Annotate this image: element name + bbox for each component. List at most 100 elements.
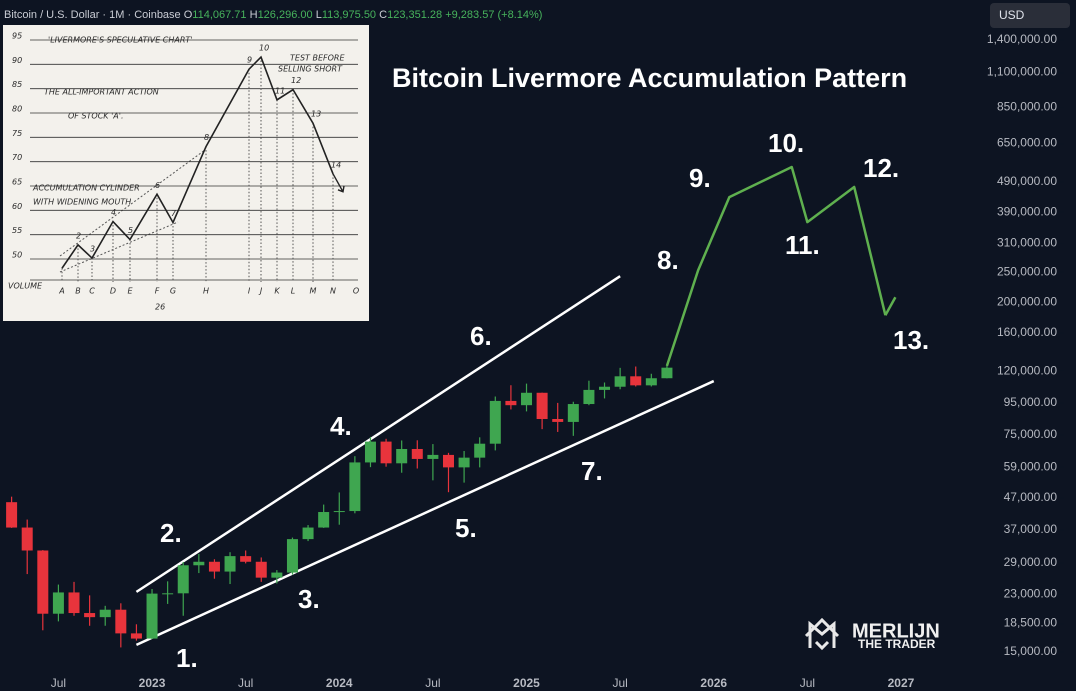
ohlc-value: 114,067.71: [192, 9, 246, 21]
y-tick-label: 200,000.00: [997, 295, 1057, 309]
annotation: 4.: [330, 411, 352, 441]
candle-body: [115, 609, 127, 634]
y-tick-label: 29,000.00: [1004, 555, 1058, 569]
y-tick-label: 23,000.00: [1004, 586, 1058, 600]
candle-body: [318, 512, 330, 528]
candle-body: [224, 556, 236, 572]
annotation: 11.: [785, 230, 820, 260]
projection-line: [665, 165, 887, 367]
plot-area: [6, 165, 897, 648]
ohlc-value: 126,296.00: [258, 9, 313, 21]
annotation: 2.: [160, 518, 182, 548]
candle-body: [177, 565, 189, 594]
candle-body: [84, 613, 96, 618]
inset-point-label: 4: [111, 208, 116, 217]
inset-x-label: H: [203, 287, 209, 296]
x-tick-label: Jul: [800, 676, 815, 690]
inset-cylinder: [59, 149, 206, 257]
candle-body: [255, 561, 267, 578]
candle-body: [52, 592, 64, 614]
ohlc-key: H: [250, 9, 258, 21]
candle-body: [661, 367, 673, 379]
y-tick-label: 37,000.00: [1004, 522, 1058, 536]
inset-text: OF STOCK 'A'.: [68, 112, 124, 121]
inset-x-label: I: [248, 287, 251, 296]
inset-y-label: 80: [12, 105, 22, 114]
symbol: Bitcoin / U.S. Dollar · 1M · Coinbase: [4, 9, 181, 21]
inset-y-label: 90: [12, 56, 22, 65]
inset-x-label: F: [155, 287, 160, 296]
annotation: 1.: [176, 643, 198, 673]
inset-y-label: 85: [12, 80, 22, 89]
annotation: 7.: [581, 456, 603, 486]
inset-point-label: 13: [311, 110, 321, 119]
inset-x-label: N: [330, 287, 336, 296]
inset-y-label: 50: [12, 251, 22, 260]
y-tick-label: 59,000.00: [1004, 459, 1058, 473]
candle-body: [333, 511, 345, 513]
inset-point-label: 14: [331, 160, 341, 169]
logo: [804, 617, 840, 651]
candle-body: [442, 454, 454, 468]
inset-y-label: 70: [12, 153, 22, 162]
trend-line: [135, 379, 715, 646]
inset-x-label: G: [170, 287, 176, 296]
x-tick-label: 2024: [326, 676, 353, 690]
inset-x-label: A: [58, 287, 64, 296]
candle-body: [6, 502, 18, 528]
candle-body: [162, 593, 174, 595]
inset-x-label: B: [75, 287, 81, 296]
candle-body: [536, 392, 548, 420]
annotations: 1. 2. 3. 4. 5. 6. 7. 8. 9. 10. 11. 12. 1…: [160, 128, 929, 673]
ohlc-key: L: [316, 9, 322, 21]
y-tick-label: 310,000.00: [997, 236, 1057, 250]
candle-body: [68, 592, 80, 614]
annotation: 8.: [657, 245, 679, 275]
annotation: 10.: [768, 128, 804, 158]
y-tick-label: 390,000.00: [997, 205, 1057, 219]
inset-cylinder: [59, 221, 179, 273]
inset-point-label: 8: [204, 133, 209, 142]
x-tick-label: 2027: [888, 676, 915, 690]
inset-background: [3, 25, 369, 321]
inset-y-label: 65: [12, 178, 22, 187]
inset-line: [61, 55, 334, 269]
inset-point-label: 10: [259, 44, 269, 53]
candle-body: [130, 633, 142, 639]
inset-point-label: 6: [155, 181, 160, 190]
watermark-name: MERLIJN: [852, 620, 940, 642]
candle-body: [364, 441, 376, 463]
candle-body: [411, 448, 423, 459]
inset-x-label: O: [353, 287, 359, 296]
y-tick-label: 75,000.00: [1004, 427, 1058, 441]
ohlc-key: O: [184, 9, 193, 21]
currency[interactable]: USD: [999, 8, 1025, 22]
x-tick-label: 2026: [700, 676, 727, 690]
candle-body: [630, 376, 642, 386]
candle-body: [614, 376, 626, 387]
projection-arrowhead: [884, 296, 897, 316]
trend-line: [135, 275, 621, 593]
chart-title: Bitcoin Livermore Accumulation Pattern: [392, 63, 907, 93]
inset-point-label: 12: [291, 76, 301, 85]
inset-text: SELLING SHORT: [278, 65, 343, 74]
inset-y-label: 75: [12, 129, 22, 138]
ohlc-value: 123,351.28: [387, 9, 442, 21]
inset-y-label: 95: [12, 32, 22, 41]
candle-body: [427, 454, 439, 459]
candle-body: [645, 378, 657, 386]
currency-box[interactable]: [990, 3, 1070, 28]
y-tick-label: 490,000.00: [997, 174, 1057, 188]
annotation: 13.: [893, 325, 929, 355]
x-tick-label: Jul: [612, 676, 627, 690]
inset-point-label: 7: [171, 209, 177, 218]
candle-body: [458, 457, 470, 468]
y-tick-label: 47,000.00: [1004, 490, 1058, 504]
candle-body: [583, 389, 595, 405]
ohlc-key: C: [379, 9, 387, 21]
candle-body: [552, 419, 564, 422]
inset-text: 26: [155, 303, 165, 312]
candle-body: [21, 527, 33, 551]
y-tick-label: 850,000.00: [997, 100, 1057, 114]
inset-volume-label: VOLUME: [8, 282, 43, 291]
